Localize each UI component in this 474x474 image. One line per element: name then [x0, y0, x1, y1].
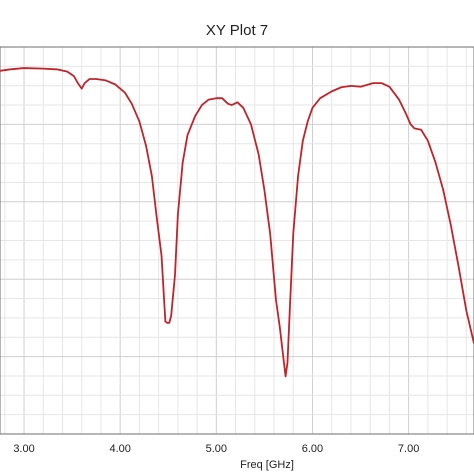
x-tick-label: 7.00: [398, 443, 419, 455]
x-tick-label: 6.00: [302, 443, 323, 455]
chart-title: XY Plot 7: [206, 22, 268, 39]
grid-lines: [0, 47, 474, 434]
x-tick-label: 5.00: [206, 443, 227, 455]
series-layer: [0, 67, 474, 378]
x-tick-label: 4.00: [109, 443, 130, 455]
plot-frame: [0, 46, 474, 435]
x-tick-label: 3.00: [13, 443, 34, 455]
x-axis-label: Freq [GHz]: [240, 459, 294, 471]
x-tick-labels: 3.00 4.00 5.00 6.00 7.00: [13, 443, 419, 455]
series-line-1: [0, 67, 474, 378]
